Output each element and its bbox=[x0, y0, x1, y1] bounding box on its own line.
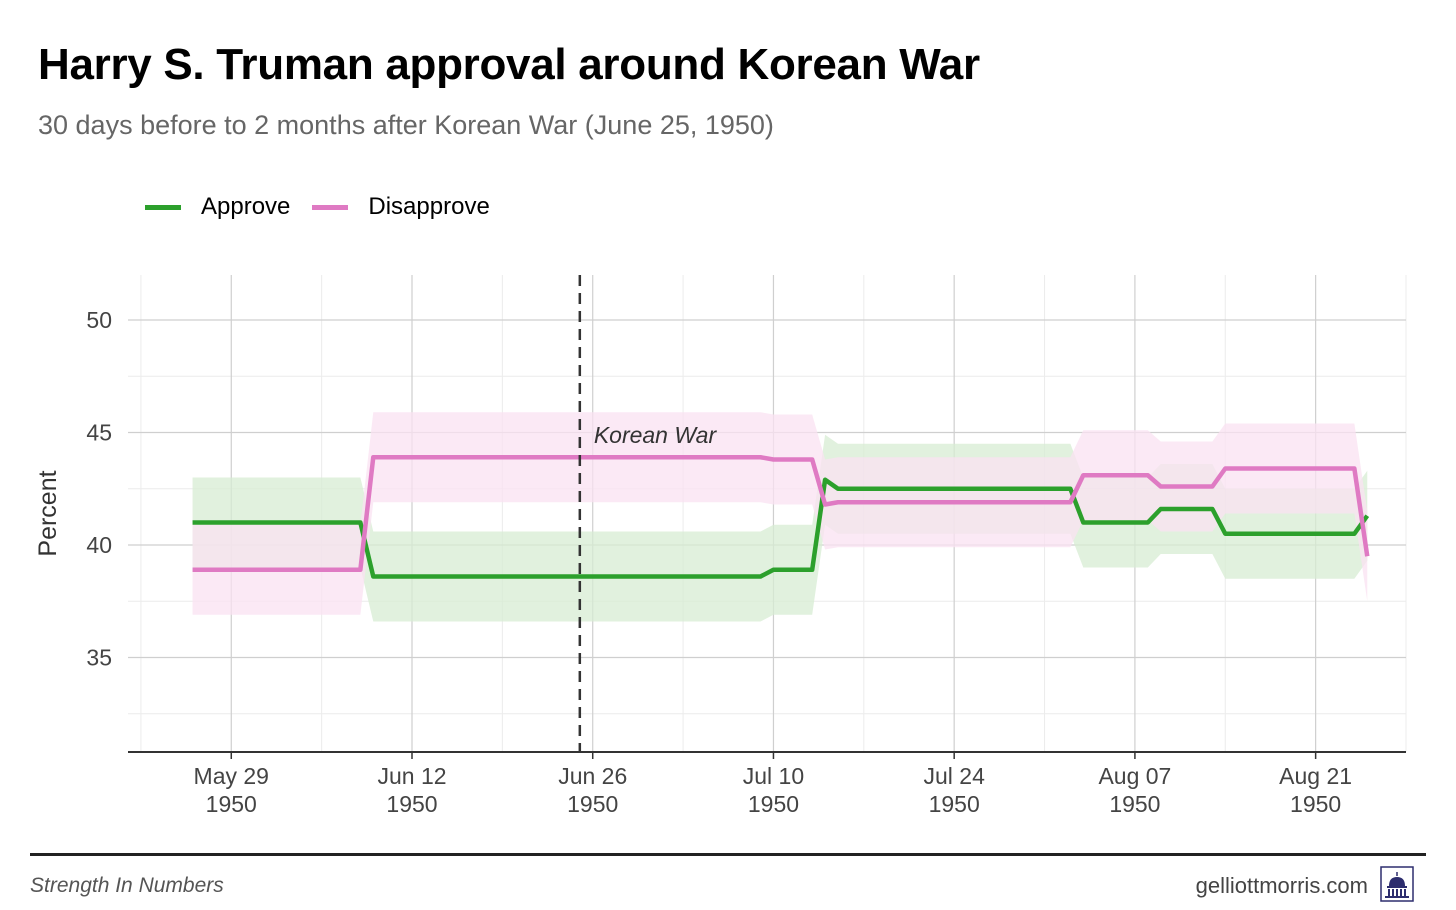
capitol-dome-icon bbox=[1380, 866, 1414, 902]
legend-item-disapprove: Disapprove bbox=[312, 193, 490, 221]
y-tick-label: 40 bbox=[86, 532, 112, 558]
y-tick-label: 35 bbox=[86, 645, 112, 671]
x-tick-label: Aug 07 bbox=[1098, 763, 1171, 789]
annotation: Korean War bbox=[578, 275, 718, 752]
y-axis-title: Percent bbox=[34, 470, 62, 556]
legend-label-disapprove: Disapprove bbox=[368, 193, 490, 220]
legend-item-approve: Approve bbox=[145, 193, 290, 221]
legend-swatch-approve bbox=[145, 204, 181, 210]
footer-site-link[interactable]: gelliottmorris.com bbox=[1195, 873, 1368, 898]
series-lines bbox=[192, 455, 1370, 579]
x-tick-label-year: 1950 bbox=[1290, 791, 1341, 817]
legend-swatch-disapprove bbox=[312, 204, 349, 210]
line-approve bbox=[192, 477, 1370, 579]
legend: Approve Disapprove bbox=[145, 193, 512, 221]
band-disapprove bbox=[192, 412, 1368, 615]
annotation-label: Korean War bbox=[594, 422, 718, 448]
x-tick-label: May 29 bbox=[194, 763, 269, 789]
x-tick-label: Jun 12 bbox=[377, 763, 446, 789]
x-tick-label-year: 1950 bbox=[1109, 791, 1160, 817]
x-tick-label: Jul 10 bbox=[743, 763, 804, 789]
line-disapprove bbox=[192, 455, 1370, 572]
x-tick-label-year: 1950 bbox=[929, 791, 980, 817]
confidence-bands bbox=[192, 412, 1368, 622]
x-tick-label: Jun 26 bbox=[558, 763, 627, 789]
chart-subtitle: 30 days before to 2 months after Korean … bbox=[38, 110, 774, 140]
x-tick-label-year: 1950 bbox=[748, 791, 799, 817]
x-tick-label: Jul 24 bbox=[923, 763, 985, 789]
x-tick-label-year: 1950 bbox=[567, 791, 618, 817]
chart-title: Harry S. Truman approval around Korean W… bbox=[38, 40, 980, 89]
footer-divider bbox=[30, 853, 1426, 856]
x-tick-label: Aug 21 bbox=[1279, 763, 1352, 789]
footer-source: Strength In Numbers bbox=[30, 874, 224, 897]
y-tick-label: 50 bbox=[86, 307, 112, 333]
y-tick-label: 45 bbox=[86, 420, 112, 446]
x-tick-label-year: 1950 bbox=[386, 791, 437, 817]
x-tick-label-year: 1950 bbox=[206, 791, 257, 817]
legend-label-approve: Approve bbox=[201, 193, 291, 220]
